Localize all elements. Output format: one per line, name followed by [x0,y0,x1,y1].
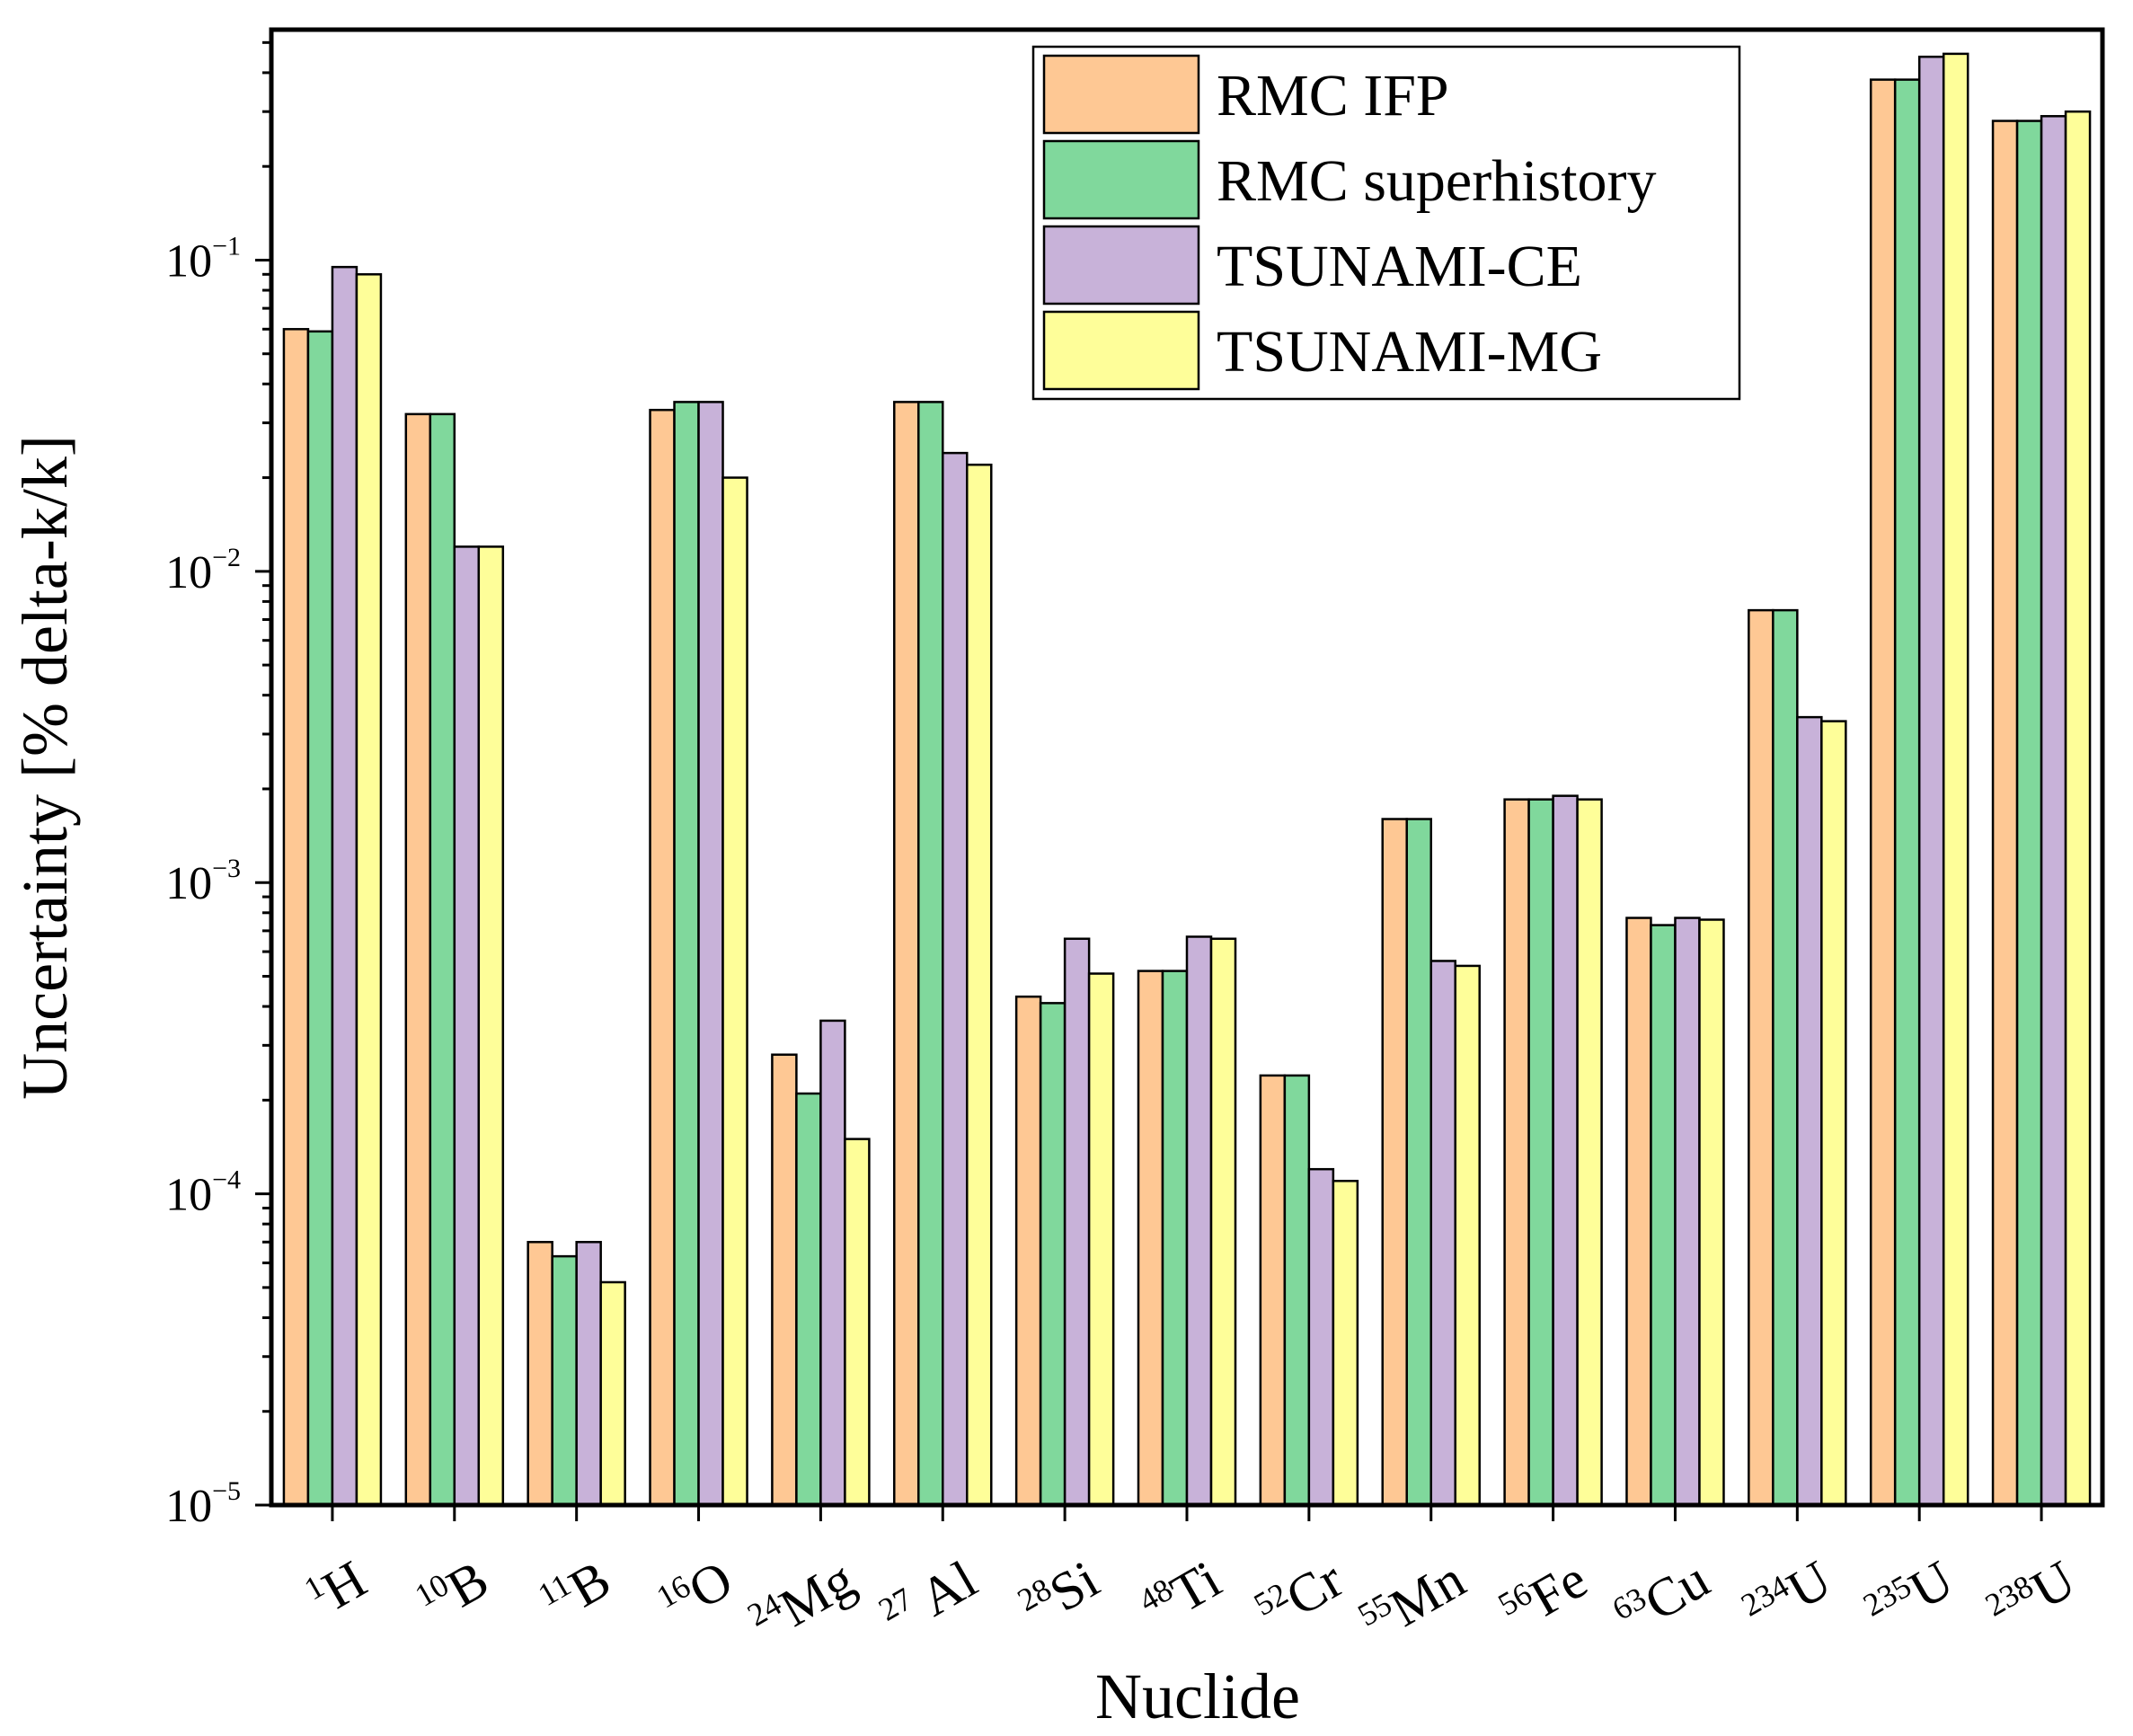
bar-tsunami-ce-10b [453,545,481,1507]
bar-tsunami-mg-1h [355,273,383,1507]
x-tick-label: 10B [409,1548,498,1634]
x-tick-label: 1H [298,1548,376,1628]
legend-label: RMC superhistory [1217,148,1657,214]
bar-tsunami-mg-27al [966,463,993,1507]
x-tick-label: 235U [1857,1548,1963,1644]
bar-tsunami-ce-48ti [1185,935,1213,1507]
y-tick-label: 10−4 [165,1165,241,1221]
bar-rmc-ifp-56fe [1503,798,1530,1507]
bar-rmc-superhistory-11b [551,1254,578,1507]
bar-rmc-ifp-55mn [1381,818,1408,1507]
legend-swatch-tsunami-ce [1042,225,1200,306]
bar-rmc-superhistory-238u [2015,120,2043,1507]
x-tick-label: 234U [1735,1548,1841,1644]
y-tick-label: 10−5 [165,1476,241,1532]
bar-rmc-ifp-16o [649,408,676,1507]
bar-rmc-superhistory-10b [429,412,456,1507]
legend-label: RMC IFP [1217,63,1449,128]
bar-tsunami-mg-235u [1942,52,1969,1507]
bar-tsunami-mg-56fe [1576,798,1603,1507]
x-tick-label: 11B [532,1548,620,1634]
bar-rmc-superhistory-63cu [1650,924,1677,1507]
bar-tsunami-ce-234u [1796,715,1823,1507]
bar-rmc-superhistory-55mn [1405,818,1432,1507]
bar-rmc-ifp-234u [1748,608,1775,1507]
y-axis-title: Uncertainty [% delta-k/k] [9,435,81,1100]
bar-rmc-ifp-28si [1014,995,1042,1507]
bar-rmc-superhistory-52cr [1283,1074,1311,1507]
bar-tsunami-ce-28si [1063,937,1091,1507]
bar-rmc-ifp-1h [282,328,310,1507]
legend-swatch-tsunami-mg [1042,310,1200,391]
bar-tsunami-mg-63cu [1698,918,1725,1507]
bar-tsunami-mg-238u [2064,110,2092,1507]
bar-tsunami-ce-24mg [819,1019,846,1507]
bar-rmc-ifp-235u [1869,78,1897,1507]
bar-rmc-ifp-27al [893,401,920,1507]
bar-tsunami-mg-10b [477,545,505,1507]
bar-rmc-ifp-24mg [771,1053,798,1507]
x-tick-label: 55Mn [1351,1548,1474,1654]
bar-tsunami-ce-1h [331,265,358,1507]
legend-label: TSUNAMI-CE [1217,234,1582,299]
bar-tsunami-ce-52cr [1307,1167,1335,1507]
bar-rmc-ifp-52cr [1259,1074,1287,1507]
bar-rmc-ifp-63cu [1625,917,1652,1507]
bar-rmc-ifp-11b [527,1241,553,1507]
bar-rmc-superhistory-56fe [1527,798,1554,1507]
bar-tsunami-ce-55mn [1429,960,1456,1507]
x-tick-label: 48Ti [1132,1548,1230,1640]
bar-rmc-superhistory-235u [1893,78,1921,1507]
bars [282,52,2092,1507]
y-tick-label: 10−2 [165,543,241,598]
x-tick-label: 238U [1979,1548,2085,1644]
bar-rmc-superhistory-27al [917,401,944,1507]
legend: RMC IFP RMC superhistory TSUNAMI-CE TSUNAMI… [1031,45,1741,401]
bar-rmc-superhistory-16o [673,401,700,1507]
bar-tsunami-ce-63cu [1674,917,1701,1507]
y-tick-label: 10−3 [165,854,241,909]
bar-tsunami-mg-234u [1820,720,1847,1507]
bar-tsunami-ce-11b [575,1241,602,1507]
x-tick-label: 16O [651,1548,742,1636]
bar-tsunami-mg-55mn [1454,964,1481,1507]
plot-frame [269,27,2105,1508]
bar-rmc-superhistory-1h [306,330,334,1507]
bar-rmc-superhistory-24mg [795,1092,822,1507]
legend-swatch-rmc-ifp [1042,54,1200,135]
bar-rmc-ifp-10b [404,412,432,1507]
x-tick-label: 56Fe [1491,1548,1597,1643]
y-tick-label: 10−1 [165,231,241,287]
bar-tsunami-ce-235u [1917,55,1945,1507]
bar-rmc-superhistory-48ti [1161,970,1189,1507]
bar-rmc-ifp-48ti [1137,970,1164,1507]
bar-tsunami-mg-52cr [1332,1180,1359,1507]
bar-rmc-superhistory-28si [1039,1002,1066,1507]
bar-rmc-superhistory-234u [1772,608,1799,1507]
bar-tsunami-ce-16o [697,401,724,1507]
x-tick-label: 52Cr [1248,1548,1353,1643]
bar-tsunami-mg-48ti [1209,937,1237,1507]
legend-swatch-rmc-superhistory [1042,139,1200,220]
bar-tsunami-ce-27al [942,451,969,1507]
bar-tsunami-mg-16o [721,476,748,1507]
x-tick-label: 63Cu [1606,1548,1719,1648]
x-tick-label: 27 Al [872,1548,987,1649]
bar-rmc-ifp-238u [1991,120,2019,1507]
bar-tsunami-mg-24mg [844,1138,871,1507]
x-tick-label: 28Si [1012,1548,1109,1639]
bar-tsunami-mg-11b [599,1280,626,1507]
y-axis-ticks: 10−5 10−4 10−3 10−2 10−1 [165,40,271,1532]
legend-label: TSUNAMI-MG [1217,319,1602,385]
x-tick-label: 24Mg [741,1548,864,1654]
bar-tsunami-mg-28si [1087,972,1115,1507]
x-axis-title: Nuclide [1095,1661,1300,1732]
bar-tsunami-ce-238u [2040,115,2067,1507]
bar-tsunami-ce-56fe [1552,794,1579,1507]
